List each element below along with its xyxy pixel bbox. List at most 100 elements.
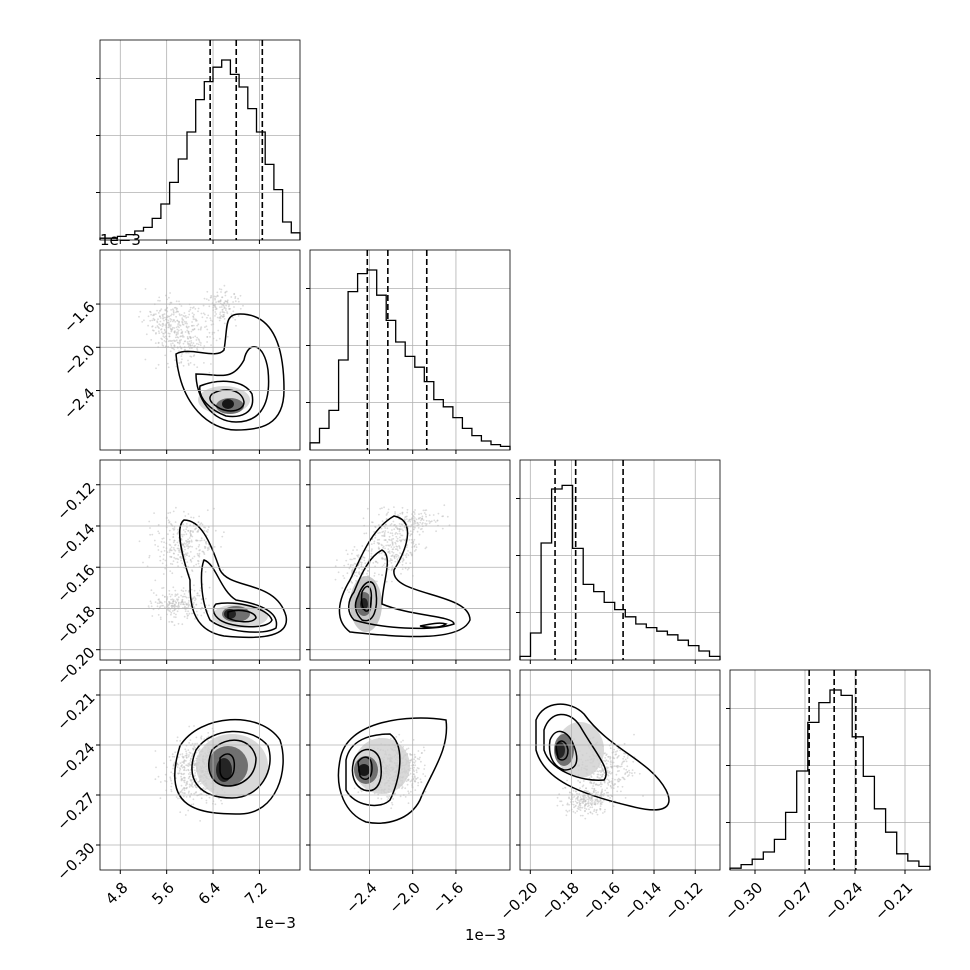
scatter-point <box>187 777 190 780</box>
scatter-point <box>422 519 425 521</box>
scatter-point <box>183 349 186 351</box>
scatter-point <box>177 763 180 766</box>
x-tick-label: −0.16 <box>579 879 624 924</box>
scatter-point <box>402 538 404 541</box>
scatter-point <box>183 760 185 763</box>
scatter-point <box>174 616 177 619</box>
scatter-point <box>410 553 413 555</box>
scatter-point <box>421 517 424 520</box>
scatter-point <box>423 764 426 767</box>
scatter-point <box>188 612 191 615</box>
scatter-point <box>189 308 192 311</box>
scatter-point <box>628 769 630 772</box>
scatter-point <box>382 546 384 549</box>
scatter-point <box>599 774 602 776</box>
scatter-point <box>207 732 210 734</box>
scatter-point <box>174 589 177 592</box>
scatter-point <box>415 769 418 772</box>
scatter-point <box>400 539 403 541</box>
scatter-point <box>588 808 590 811</box>
scatter-point <box>607 779 610 782</box>
scatter-point <box>169 314 172 317</box>
scatter-point <box>405 556 408 559</box>
scatter-point <box>157 530 160 533</box>
scatter-point <box>390 569 393 572</box>
scatter-point <box>169 320 172 323</box>
scatter-point <box>591 806 594 809</box>
scatter-point <box>161 602 164 604</box>
scatter-point <box>183 772 186 775</box>
scatter-point <box>366 572 368 575</box>
scatter-point <box>194 746 196 749</box>
scatter-point <box>161 537 164 540</box>
scatter-point <box>197 562 200 565</box>
scatter-point <box>576 810 578 813</box>
scatter-point <box>208 305 211 308</box>
density-contour <box>354 581 378 622</box>
scatter-point <box>423 512 426 514</box>
scatter-point <box>189 559 192 561</box>
scatter-point <box>171 753 174 756</box>
scatter-point <box>616 790 619 793</box>
scatter-point <box>163 332 165 335</box>
scatter-point <box>216 291 219 294</box>
scatter-point <box>199 344 202 346</box>
scatter-point <box>159 618 162 621</box>
scatter-point <box>200 522 203 525</box>
scatter-point <box>200 342 202 344</box>
scatter-point <box>373 572 376 575</box>
scatter-point <box>162 586 165 589</box>
scatter-point <box>195 547 198 550</box>
scatter-point <box>164 316 166 319</box>
scatter-point <box>173 344 176 347</box>
scatter-point <box>193 725 195 727</box>
scatter-point <box>153 319 156 321</box>
scatter-point <box>188 600 190 602</box>
scatter-point <box>414 517 416 519</box>
scatter-point <box>189 778 192 781</box>
scatter-point <box>626 757 629 759</box>
scatter-point <box>169 511 172 514</box>
scatter-point <box>191 742 194 745</box>
scatter-point <box>184 748 187 751</box>
scatter-point <box>156 605 159 608</box>
scatter-point <box>188 596 191 599</box>
scatter-point <box>151 325 154 328</box>
scatter-point <box>168 609 170 612</box>
scatter-point <box>421 527 423 530</box>
scatter-point <box>584 799 587 802</box>
scatter-point <box>176 307 179 310</box>
scatter-point <box>377 542 380 545</box>
scatter-point <box>158 600 161 603</box>
scatter-point <box>188 340 191 343</box>
scatter-point <box>398 733 401 736</box>
scatter-point <box>410 758 413 761</box>
scatter-point <box>404 554 407 557</box>
scatter-point <box>601 801 604 804</box>
scatter-point <box>186 552 189 554</box>
scatter-point <box>150 339 153 341</box>
density-contour <box>175 313 285 431</box>
scatter-point <box>187 530 190 532</box>
scatter-point <box>234 295 237 298</box>
scatter-point <box>578 800 581 802</box>
scatter-point <box>184 610 187 612</box>
scatter-point <box>181 761 184 763</box>
scatter-point <box>181 791 184 794</box>
x-tick-label: −0.18 <box>538 879 583 924</box>
scatter-point <box>169 759 172 762</box>
scatter-point <box>393 524 395 526</box>
scatter-point <box>155 367 157 370</box>
scatter-point <box>174 336 177 339</box>
scatter-point <box>378 552 381 555</box>
scatter-point <box>168 332 171 335</box>
scatter-point <box>353 787 356 790</box>
scatter-point <box>578 806 581 809</box>
scatter-point <box>396 528 399 530</box>
scatter-point <box>170 328 173 331</box>
scatter-point <box>556 804 559 807</box>
x-tick-label: 5.6 <box>148 879 178 909</box>
x-tick-label: 7.2 <box>241 879 271 909</box>
scatter-point <box>412 528 415 531</box>
scatter-point <box>381 531 384 533</box>
